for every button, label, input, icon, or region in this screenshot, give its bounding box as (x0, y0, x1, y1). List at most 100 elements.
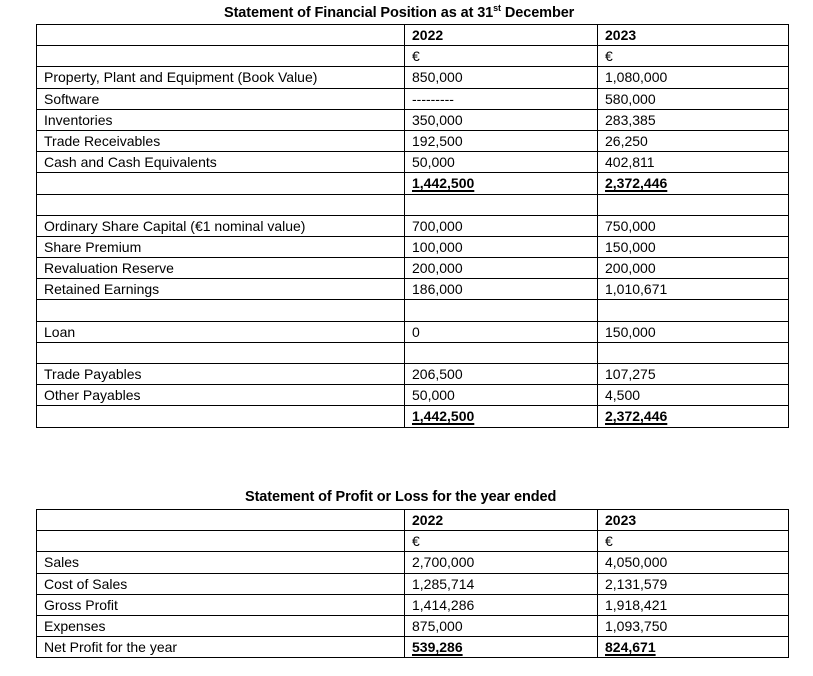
value-2023 (597, 299, 789, 322)
row-label: Trade Receivables (36, 129, 405, 153)
total-2023-cell: 2,372,446 (597, 405, 789, 428)
value-2022: 350,000 (404, 108, 598, 131)
value-2023: 1,010,671 (597, 278, 789, 301)
value-2022 (404, 299, 598, 322)
value-2023: 200,000 (597, 257, 789, 280)
value-2022: 100,000 (404, 235, 598, 259)
blank-row (36, 299, 789, 322)
value-2022: 0 (404, 320, 598, 343)
value-2023: 1,918,421 (597, 593, 789, 616)
row-label: Revaluation Reserve (36, 257, 405, 280)
table-row: Trade Receivables 192,500 26,250 (36, 129, 789, 153)
header-2023: 2023 (597, 23, 789, 47)
title-text: Statement of Financial Position as at 31 (224, 5, 494, 21)
value-2023: 150,000 (597, 235, 789, 259)
total-2023: 2,372,446 (605, 175, 668, 192)
title-superscript: st (493, 3, 501, 14)
value-2022: 200,000 (404, 257, 598, 280)
value-2023: 4,050,000 (597, 551, 789, 574)
row-label (36, 193, 405, 216)
total-2022-cell: 1,442,500 (404, 172, 598, 195)
table-row: Inventories 350,000 283,385 (36, 108, 789, 131)
total-2022-cell: 1,442,500 (404, 405, 598, 428)
financial-position-title: Statement of Financial Position as at 31… (224, 4, 574, 22)
total-2022: 1,442,500 (412, 408, 475, 425)
financial-position-table: 2022 2023 € € Property, Plant and Equipm… (36, 23, 789, 428)
total-2022: 1,442,500 (412, 175, 475, 192)
value-2022: 1,285,714 (404, 572, 598, 595)
table-row: Expenses 875,000 1,093,750 (36, 614, 789, 638)
blank-row (36, 193, 789, 216)
row-label (36, 172, 405, 195)
value-2023: 1,093,750 (597, 614, 789, 638)
value-2023: 283,385 (597, 108, 789, 131)
table-row: Other Payables 50,000 4,500 (36, 384, 789, 407)
row-label (36, 341, 405, 365)
table-row: Property, Plant and Equipment (Book Valu… (36, 66, 789, 89)
value-2022: 186,000 (404, 278, 598, 301)
value-2023 (597, 341, 789, 365)
row-label: Ordinary Share Capital (€1 nominal value… (36, 214, 405, 237)
header-label-cell (36, 23, 405, 47)
total-2023-cell: 2,372,446 (597, 172, 789, 195)
value-2023: 580,000 (597, 87, 789, 110)
currency-2023: € (597, 530, 789, 553)
total-2023: 2,372,446 (605, 408, 668, 425)
row-label: Gross Profit (36, 593, 405, 616)
net-profit-2022-cell: 539,286 (404, 636, 598, 659)
table-row: Software --------- 580,000 (36, 87, 789, 110)
row-label: Inventories (36, 108, 405, 131)
value-2022: 50,000 (404, 151, 598, 174)
row-label: Loan (36, 320, 405, 343)
table-row: Gross Profit 1,414,286 1,918,421 (36, 593, 789, 616)
header-2023: 2023 (597, 508, 789, 532)
value-2023 (597, 193, 789, 216)
row-label: Net Profit for the year (36, 636, 405, 659)
value-2022: --------- (404, 87, 598, 110)
header-row: 2022 2023 (36, 508, 789, 532)
table-row: Cost of Sales 1,285,714 2,131,579 (36, 572, 789, 595)
row-label: Expenses (36, 614, 405, 638)
table-row: Share Premium 100,000 150,000 (36, 235, 789, 259)
value-2022: 850,000 (404, 66, 598, 89)
value-2023: 26,250 (597, 129, 789, 153)
row-label: Property, Plant and Equipment (Book Valu… (36, 66, 405, 89)
header-label-cell (36, 508, 405, 532)
table-row: Ordinary Share Capital (€1 nominal value… (36, 214, 789, 237)
net-profit-2023: 824,671 (605, 639, 656, 656)
profit-or-loss-table: 2022 2023 € € Sales 2,700,000 4,050,000 … (36, 508, 789, 659)
row-label: Trade Payables (36, 362, 405, 386)
currency-label-cell (36, 530, 405, 553)
header-row: 2022 2023 (36, 23, 789, 47)
row-label: Other Payables (36, 384, 405, 407)
total-equity-liabilities-row: 1,442,500 2,372,446 (36, 405, 789, 428)
value-2023: 750,000 (597, 214, 789, 237)
row-label: Sales (36, 551, 405, 574)
currency-2022: € (404, 530, 598, 553)
value-2022: 50,000 (404, 384, 598, 407)
value-2023: 107,275 (597, 362, 789, 386)
table-row: Cash and Cash Equivalents 50,000 402,811 (36, 151, 789, 174)
title-text-suffix: December (500, 5, 575, 21)
value-2022: 1,414,286 (404, 593, 598, 616)
total-assets-row: 1,442,500 2,372,446 (36, 172, 789, 195)
table-row: Retained Earnings 186,000 1,010,671 (36, 278, 789, 301)
currency-2022: € (404, 45, 598, 68)
blank-row (36, 341, 789, 365)
value-2023: 150,000 (597, 320, 789, 343)
value-2022: 875,000 (404, 614, 598, 638)
currency-2023: € (597, 45, 789, 68)
currency-row: € € (36, 45, 789, 68)
currency-row: € € (36, 530, 789, 553)
value-2023: 4,500 (597, 384, 789, 407)
net-profit-2023-cell: 824,671 (597, 636, 789, 659)
value-2022: 192,500 (404, 129, 598, 153)
value-2022: 206,500 (404, 362, 598, 386)
value-2022 (404, 341, 598, 365)
header-2022: 2022 (404, 23, 598, 47)
net-profit-2022: 539,286 (412, 639, 463, 656)
row-label (36, 299, 405, 322)
currency-label-cell (36, 45, 405, 68)
value-2023: 402,811 (597, 151, 789, 174)
table-row: Loan 0 150,000 (36, 320, 789, 343)
